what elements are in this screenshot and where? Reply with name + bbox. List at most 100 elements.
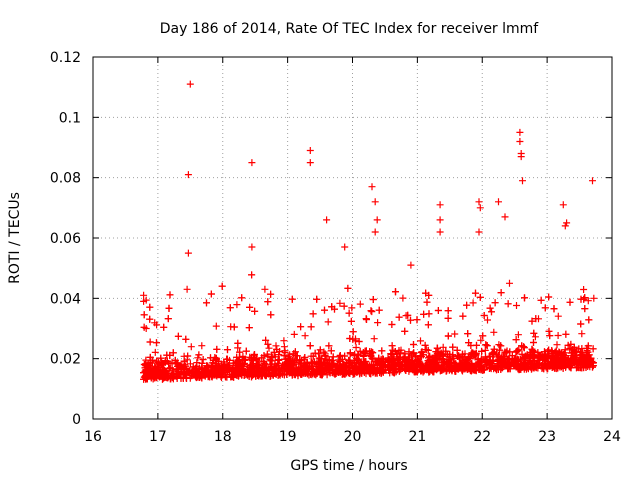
data-point (153, 339, 160, 347)
data-point (140, 361, 148, 368)
data-point (220, 361, 228, 368)
data-point (235, 370, 243, 378)
data-point (215, 362, 223, 370)
data-point (140, 369, 148, 377)
data-point (228, 373, 236, 381)
data-point (458, 366, 466, 374)
data-point (198, 342, 206, 350)
data-point (423, 298, 431, 306)
data-point (336, 353, 344, 361)
data-point (165, 304, 173, 312)
data-point (280, 352, 288, 360)
x-tick-label: 21 (408, 429, 426, 445)
y-tick-label: 0.04 (50, 291, 81, 307)
y-tick-label: 0.02 (50, 352, 81, 368)
data-point (506, 279, 513, 287)
data-point (571, 352, 579, 359)
data-point (348, 359, 356, 367)
data-point (566, 298, 574, 306)
data-point (476, 358, 484, 366)
data-point (352, 344, 360, 351)
data-point (587, 355, 595, 363)
data-point (356, 300, 364, 308)
data-point (186, 369, 194, 377)
data-point (561, 222, 569, 230)
data-point (444, 332, 452, 340)
data-point (291, 371, 299, 379)
data-point (475, 359, 483, 367)
data-point (207, 290, 215, 298)
data-point (439, 351, 447, 359)
data-point (369, 296, 377, 303)
data-point (589, 345, 597, 353)
data-point (251, 351, 258, 358)
data-point (516, 138, 524, 145)
data-point (433, 361, 441, 369)
y-tick-label: 0.08 (50, 171, 81, 187)
data-point (234, 359, 242, 367)
data-point (405, 355, 412, 363)
x-tick-label: 23 (538, 429, 556, 445)
data-point (203, 368, 211, 376)
data-point (484, 359, 492, 366)
data-point (490, 345, 498, 353)
data-point (503, 347, 511, 355)
data-point (567, 359, 575, 366)
data-point (440, 358, 448, 366)
data-point (323, 216, 331, 224)
data-point (336, 352, 344, 359)
data-point (248, 243, 256, 251)
data-point (561, 361, 569, 369)
data-point (253, 356, 261, 364)
data-point (246, 303, 254, 311)
data-point (394, 355, 402, 363)
data-point (241, 355, 249, 363)
data-point (140, 291, 148, 299)
data-point (581, 305, 589, 313)
data-point (589, 363, 596, 371)
data-point (330, 359, 338, 367)
data-point (222, 368, 230, 376)
data-point (272, 342, 280, 350)
data-point (163, 357, 171, 365)
data-point (303, 359, 311, 367)
data-point (212, 322, 220, 330)
data-point (273, 346, 281, 353)
data-point (140, 311, 148, 319)
data-point (169, 367, 177, 375)
data-point (184, 249, 192, 257)
data-point (328, 303, 336, 311)
data-point (163, 371, 171, 379)
data-point (207, 367, 215, 375)
data-point (307, 323, 315, 331)
data-point (238, 294, 246, 302)
data-point (421, 341, 429, 349)
data-point (514, 331, 522, 339)
data-point (356, 347, 364, 355)
y-tick-label: 0.1 (59, 110, 81, 126)
data-point (590, 294, 598, 302)
data-point (486, 304, 494, 312)
data-point (495, 198, 502, 206)
data-point (444, 307, 452, 315)
data-point (490, 328, 498, 336)
data-point (436, 228, 444, 236)
data-point (296, 357, 304, 365)
data-point (549, 358, 557, 366)
y-tick-label: 0 (72, 412, 81, 428)
data-point (375, 359, 383, 367)
data-point (241, 360, 248, 367)
data-point (321, 306, 328, 314)
data-point (191, 366, 199, 373)
data-point (170, 372, 178, 380)
data-point (433, 358, 441, 366)
data-point (420, 310, 428, 318)
data-point (452, 362, 460, 369)
data-point (514, 347, 522, 355)
data-point (217, 370, 225, 378)
data-point (184, 171, 192, 179)
data-point (528, 345, 536, 353)
data-point (442, 367, 450, 375)
data-point (282, 362, 290, 370)
data-point (212, 366, 220, 374)
